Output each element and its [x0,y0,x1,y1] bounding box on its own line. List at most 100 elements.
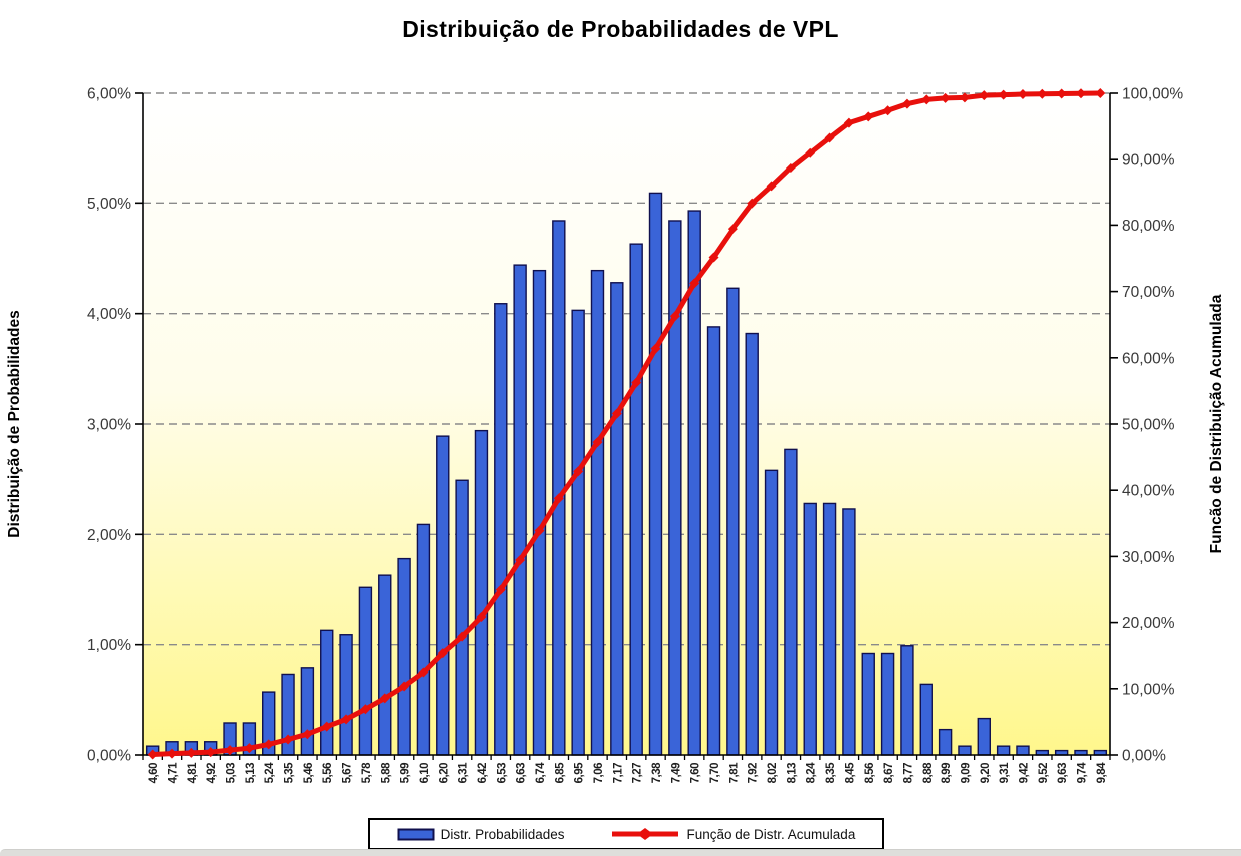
line-marker [321,721,332,732]
line-marker [650,343,661,354]
line-marker [302,729,313,740]
line-marker [592,437,603,448]
bar [764,469,779,756]
line-marker [824,132,835,143]
bar [513,264,527,756]
bar [726,287,740,756]
x-tick-label: 6,10 [419,763,431,783]
left-tick-label: 2,00% [87,527,131,544]
bar [339,634,353,756]
line-marker [263,739,274,750]
line-marker [863,111,874,122]
bar [977,717,991,756]
bar [861,652,875,756]
line-marker [515,554,526,565]
line-marker [167,748,178,759]
line-marker [186,747,197,758]
x-tick-label: 4,60 [148,763,160,783]
right-tick-label: 60,00% [1122,350,1175,367]
x-tick-label: 8,88 [922,762,934,783]
x-tick-label: 7,38 [651,762,663,783]
line-marker [457,631,468,642]
x-tick-label: 6,42 [477,763,489,783]
x-tick-label: 9,52 [1038,763,1050,783]
x-tick-label: 9,20 [980,763,992,783]
bar [320,629,334,756]
legend-bar-swatch [397,828,435,841]
x-tick-label: 5,13 [245,763,257,783]
line-marker [940,92,951,103]
line-marker [573,466,584,477]
x-tick-label: 5,88 [380,762,392,783]
x-tick-label: 6,53 [496,763,508,783]
x-tick-label: 5,67 [342,763,354,783]
bar [919,683,933,756]
line-marker [341,714,352,725]
x-tick-label: 5,99 [400,763,412,783]
line-marker [843,117,854,128]
left-tick-label: 4,00% [87,306,131,323]
x-tick-label: 7,70 [709,763,721,783]
bar [996,745,1011,756]
bar [784,448,798,756]
x-tick-label: 6,31 [458,762,470,783]
line-marker [921,94,932,105]
legend-line-label: Função de Distr. Acumulada [686,826,856,842]
line-marker [1017,89,1028,100]
bar [1016,745,1030,756]
x-tick-label: 6,63 [516,763,528,783]
bar [822,502,837,756]
line-marker [805,147,816,158]
x-tick-label: 8,02 [767,763,779,783]
line-marker [689,278,700,289]
bar [397,557,411,756]
window-bottom-edge [0,849,1241,856]
x-tick-label: 5,03 [226,763,238,783]
bar [706,326,721,756]
right-tick-label: 30,00% [1122,549,1175,566]
bar [842,508,856,756]
legend-bar-label: Distr. Probabilidades [440,826,565,842]
line-marker [553,493,564,504]
x-tick-label: 6,95 [574,762,586,783]
line-marker [708,252,719,263]
line-marker [399,681,410,692]
x-tick-label: 4,92 [206,763,218,783]
bar [494,303,508,756]
bar [300,667,315,756]
right-tick-label: 80,00% [1122,218,1175,235]
x-tick-label: 9,31 [999,762,1011,783]
x-tick-label: 9,42 [1018,763,1030,783]
x-tick-label: 5,46 [303,763,315,783]
left-tick-label: 0,00% [87,748,131,765]
x-tick-label: 8,24 [806,762,818,783]
x-tick-label: 8,35 [825,762,837,783]
line-marker [1056,88,1067,99]
line-marker [882,105,893,116]
line-marker [959,92,970,103]
x-tick-label: 6,20 [438,763,450,783]
bar [880,652,895,756]
bar [474,429,489,756]
x-tick-label: 8,67 [883,763,895,783]
x-tick-label: 9,09 [960,763,972,783]
line-marker [766,181,777,192]
line-marker [979,90,990,101]
line-marker [747,198,758,209]
x-tick-label: 7,60 [690,763,702,783]
x-tick-label: 6,85 [554,762,566,783]
line-marker [418,667,429,678]
line-marker [631,377,642,388]
bar [938,728,953,756]
line-marker [225,745,236,756]
x-tick-label: 8,13 [786,763,798,783]
left-tick-label: 5,00% [87,196,131,213]
right-tick-label: 40,00% [1122,483,1175,500]
line-marker [379,693,390,704]
bar [900,645,914,756]
line-marker [476,611,487,622]
bar [378,574,392,756]
line-marker [147,749,158,760]
right-tick-label: 10,00% [1122,681,1175,698]
